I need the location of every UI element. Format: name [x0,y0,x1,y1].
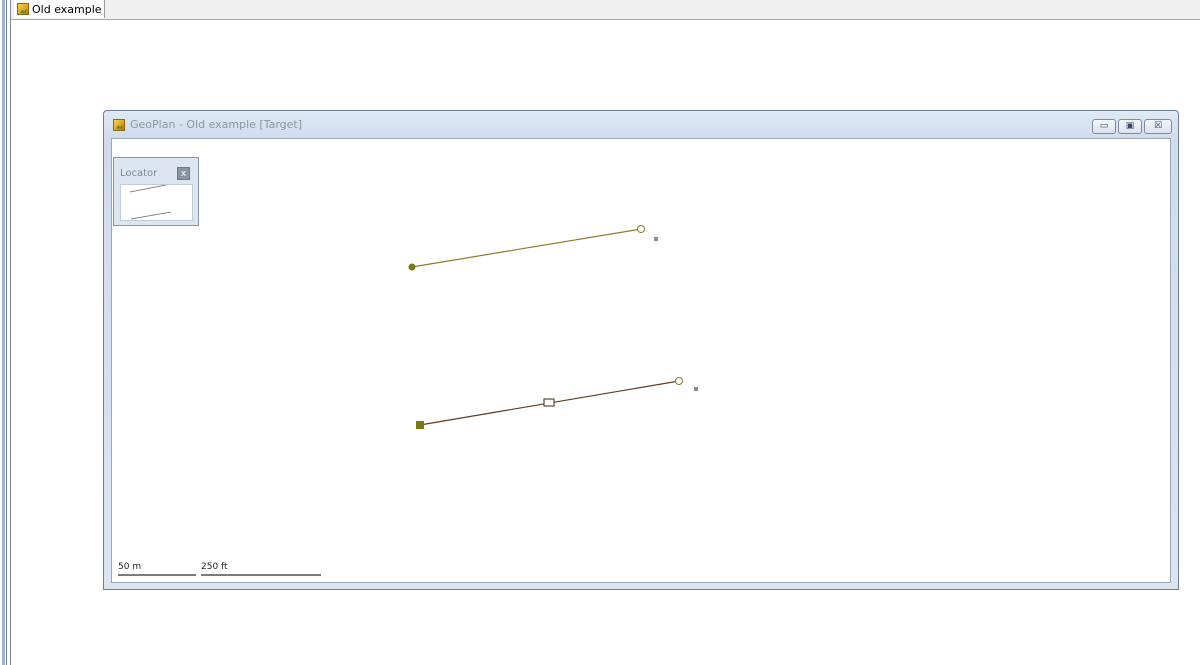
window-controls: ▭ ▣ ☒ [1092,119,1172,134]
scale-bar-metric-label: 50 m [118,562,142,572]
start-node-upper[interactable] [408,263,416,271]
pipe-segment-upper[interactable] [411,228,642,268]
end-node-upper[interactable] [637,225,645,233]
midpoint-marker-lower[interactable] [543,398,555,407]
minimize-icon: ▭ [1099,121,1109,131]
close-button[interactable]: ☒ [1144,119,1172,134]
document-tab-old-example[interactable]: Old example [14,0,105,18]
document-tab-label: Old example [32,2,102,16]
locator-overview-map[interactable] [120,184,193,221]
maximize-button[interactable]: ▣ [1118,119,1142,134]
locator-title: Locator [120,168,158,179]
document-tab-bar: Old example [11,0,1200,20]
locator-line-upper [129,184,167,193]
locator-close-button[interactable]: x [177,167,190,180]
locator-line-lower [130,211,172,220]
locator-panel: Locator x [113,157,199,226]
scale-bar-metric-line [118,574,196,576]
minimize-button[interactable]: ▭ [1092,119,1116,134]
geoplan-window: GeoPlan - Old example [Target] ▭ ▣ ☒ [103,110,1179,590]
maximize-icon: ▣ [1125,121,1135,131]
locator-overview-drawing [129,184,172,220]
window-title: GeoPlan - Old example [Target] [130,118,303,131]
scale-bar-imperial-label: 250 ft [201,562,228,572]
geoplan-app-icon [113,118,125,131]
start-node-lower[interactable] [416,421,424,429]
selection-handle-lower[interactable] [694,387,698,391]
geoplan-app-icon [17,3,29,15]
close-icon: ☒ [1153,121,1163,131]
end-node-lower[interactable] [675,377,683,385]
left-window-border [0,0,11,665]
close-icon: x [180,169,187,179]
map-drawing[interactable] [112,139,1170,582]
window-titlebar[interactable]: GeoPlan - Old example [Target] ▭ ▣ ☒ [104,111,1178,138]
map-canvas[interactable]: Locator x 50 m 250 ft [111,138,1171,583]
scale-bar-imperial-line [201,574,321,576]
selection-handle-upper[interactable] [654,237,658,241]
